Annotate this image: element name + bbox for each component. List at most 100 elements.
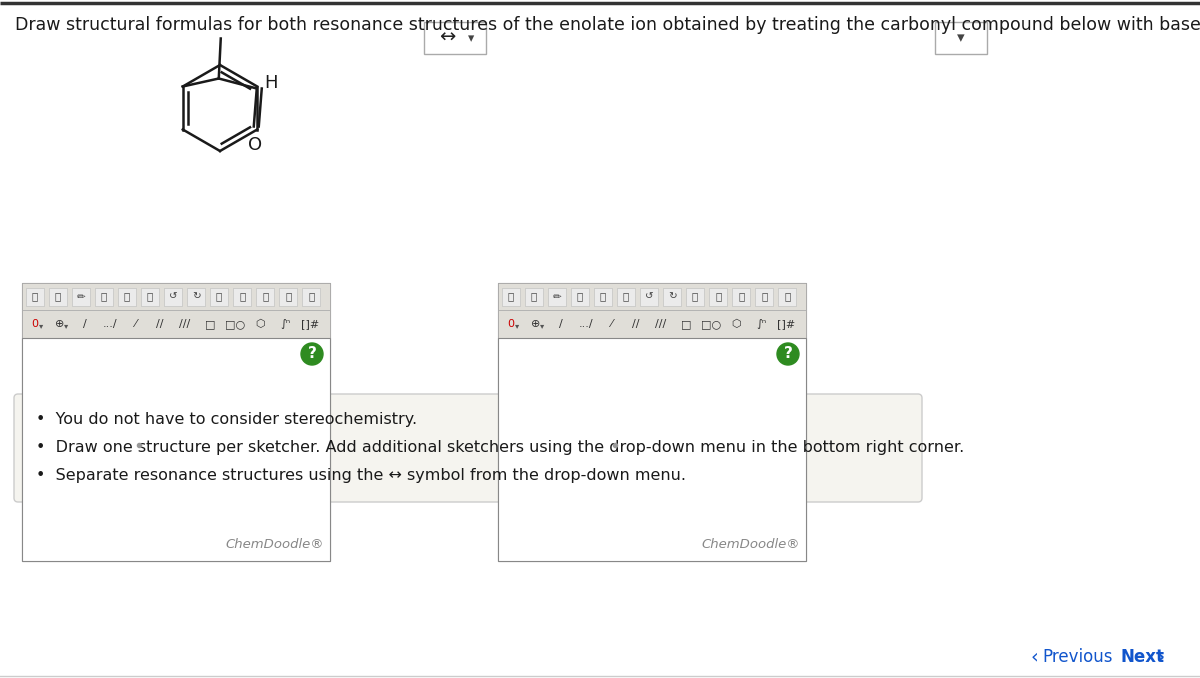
FancyBboxPatch shape bbox=[640, 287, 658, 306]
FancyBboxPatch shape bbox=[187, 287, 205, 306]
Text: 0: 0 bbox=[508, 319, 515, 329]
Text: ✏: ✏ bbox=[552, 292, 562, 302]
Text: 0: 0 bbox=[31, 319, 38, 329]
Text: ↺: ↺ bbox=[168, 292, 178, 302]
Text: ?: ? bbox=[784, 346, 792, 361]
Text: ⬡: ⬡ bbox=[731, 319, 740, 329]
Text: □: □ bbox=[680, 319, 691, 329]
FancyBboxPatch shape bbox=[210, 287, 228, 306]
Text: •  Draw one structure per sketcher. Add additional sketchers using the drop-down: • Draw one structure per sketcher. Add a… bbox=[36, 440, 965, 455]
Text: ?: ? bbox=[307, 346, 317, 361]
FancyBboxPatch shape bbox=[755, 287, 773, 306]
Text: ›: › bbox=[1156, 647, 1164, 666]
FancyBboxPatch shape bbox=[25, 287, 43, 306]
Text: .../: .../ bbox=[103, 319, 118, 329]
Text: ↻: ↻ bbox=[667, 292, 677, 302]
FancyBboxPatch shape bbox=[48, 287, 66, 306]
Text: ⁄: ⁄ bbox=[134, 319, 136, 329]
Text: ChemDoodle®: ChemDoodle® bbox=[226, 538, 324, 551]
Text: Next: Next bbox=[1120, 648, 1164, 666]
Text: ∫ⁿ: ∫ⁿ bbox=[280, 319, 290, 329]
Bar bbox=[498, 338, 806, 561]
Ellipse shape bbox=[301, 343, 323, 365]
Text: 🔍: 🔍 bbox=[262, 292, 269, 302]
Text: □: □ bbox=[205, 319, 215, 329]
Text: 🔎: 🔎 bbox=[761, 292, 768, 302]
Text: 📄: 📄 bbox=[692, 292, 698, 302]
FancyBboxPatch shape bbox=[502, 287, 520, 306]
Text: ⭮: ⭮ bbox=[146, 292, 154, 302]
Bar bbox=[498, 310, 806, 338]
Text: ⭐: ⭐ bbox=[101, 292, 107, 302]
FancyBboxPatch shape bbox=[779, 287, 797, 306]
Text: ///: /// bbox=[655, 319, 667, 329]
FancyBboxPatch shape bbox=[140, 287, 158, 306]
Bar bbox=[498, 283, 806, 310]
Text: ✏: ✏ bbox=[77, 292, 85, 302]
FancyBboxPatch shape bbox=[280, 287, 298, 306]
Text: ↔: ↔ bbox=[439, 28, 455, 47]
FancyBboxPatch shape bbox=[732, 287, 750, 306]
Text: //: // bbox=[632, 319, 640, 329]
Text: H: H bbox=[264, 73, 277, 92]
FancyBboxPatch shape bbox=[95, 287, 113, 306]
Text: ▾: ▾ bbox=[468, 33, 474, 45]
Text: ▾: ▾ bbox=[540, 321, 544, 330]
Text: ⊕: ⊕ bbox=[55, 319, 65, 329]
Text: ⭐: ⭐ bbox=[577, 292, 583, 302]
Text: ⭯: ⭯ bbox=[124, 292, 130, 302]
FancyBboxPatch shape bbox=[72, 287, 90, 306]
Text: ▾: ▾ bbox=[38, 321, 43, 330]
Text: ✋: ✋ bbox=[31, 292, 37, 302]
Text: 🧪: 🧪 bbox=[54, 292, 61, 302]
Text: 📄: 📄 bbox=[216, 292, 222, 302]
FancyBboxPatch shape bbox=[709, 287, 727, 306]
FancyBboxPatch shape bbox=[594, 287, 612, 306]
Text: ⊕: ⊕ bbox=[532, 319, 541, 329]
Text: //: // bbox=[156, 319, 163, 329]
Text: 🔍: 🔍 bbox=[738, 292, 744, 302]
FancyBboxPatch shape bbox=[571, 287, 589, 306]
Text: □○: □○ bbox=[701, 319, 721, 329]
Text: ‹: ‹ bbox=[1030, 647, 1038, 666]
Text: ↺: ↺ bbox=[644, 292, 653, 302]
Bar bbox=[22, 310, 330, 338]
FancyBboxPatch shape bbox=[233, 287, 251, 306]
Text: O: O bbox=[247, 136, 262, 155]
Bar bbox=[22, 283, 330, 561]
FancyBboxPatch shape bbox=[617, 287, 635, 306]
FancyBboxPatch shape bbox=[257, 287, 275, 306]
Text: 📋: 📋 bbox=[715, 292, 721, 302]
Text: []#: []# bbox=[301, 319, 319, 329]
Text: Draw structural formulas for both resonance structures of the enolate ion obtain: Draw structural formulas for both resona… bbox=[14, 16, 1200, 34]
Text: ∫ⁿ: ∫ⁿ bbox=[756, 319, 766, 329]
Text: 📋: 📋 bbox=[239, 292, 245, 302]
Text: ✋: ✋ bbox=[508, 292, 514, 302]
Text: ▾: ▾ bbox=[515, 321, 520, 330]
Text: ⁄: ⁄ bbox=[610, 319, 612, 329]
FancyBboxPatch shape bbox=[664, 287, 682, 306]
Text: 🧪: 🧪 bbox=[530, 292, 536, 302]
Text: 🎨: 🎨 bbox=[785, 292, 791, 302]
Text: ⬡: ⬡ bbox=[256, 319, 265, 329]
FancyBboxPatch shape bbox=[302, 287, 320, 306]
Text: ⭯: ⭯ bbox=[600, 292, 606, 302]
Text: 🎨: 🎨 bbox=[308, 292, 314, 302]
Text: /: / bbox=[83, 319, 86, 329]
Bar bbox=[498, 283, 806, 561]
Text: .../: .../ bbox=[578, 319, 593, 329]
FancyBboxPatch shape bbox=[424, 22, 486, 54]
Text: []#: []# bbox=[776, 319, 796, 329]
Text: 🔎: 🔎 bbox=[286, 292, 292, 302]
Bar bbox=[22, 338, 330, 561]
FancyBboxPatch shape bbox=[935, 22, 986, 54]
FancyBboxPatch shape bbox=[686, 287, 704, 306]
FancyBboxPatch shape bbox=[547, 287, 565, 306]
Text: ///: /// bbox=[179, 319, 191, 329]
FancyBboxPatch shape bbox=[164, 287, 182, 306]
Text: ChemDoodle®: ChemDoodle® bbox=[702, 538, 800, 551]
Text: •  You do not have to consider stereochemistry.: • You do not have to consider stereochem… bbox=[36, 412, 418, 427]
Text: ▾: ▾ bbox=[64, 321, 68, 330]
Text: ⭮: ⭮ bbox=[623, 292, 629, 302]
Text: Previous: Previous bbox=[1042, 648, 1112, 666]
